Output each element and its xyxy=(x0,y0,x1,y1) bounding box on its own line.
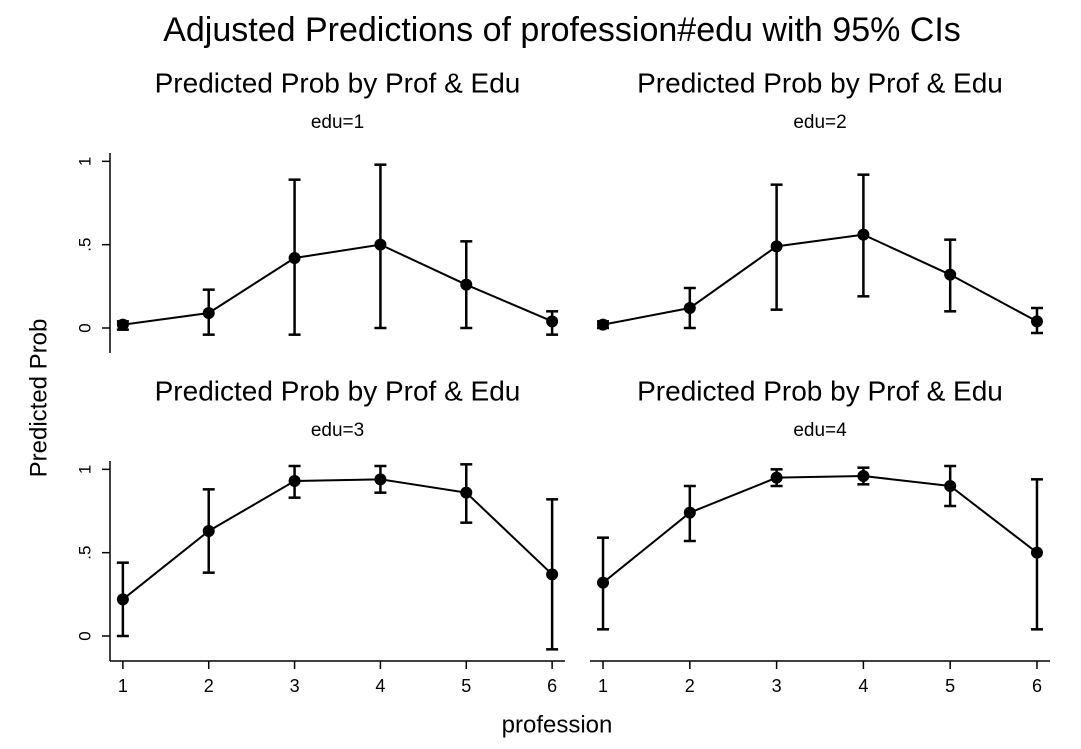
y-axis-label: Predicted Prob xyxy=(25,319,52,478)
x-axis-label: profession xyxy=(502,711,613,738)
marker xyxy=(546,315,559,328)
panel-title: Predicted Prob by Prof & Edu xyxy=(637,67,1003,98)
marker xyxy=(202,307,215,319)
panel-title: Predicted Prob by Prof & Edu xyxy=(155,67,521,98)
x-tick-label: 3 xyxy=(290,676,300,696)
x-tick-label: 6 xyxy=(1032,676,1042,696)
marker xyxy=(770,471,783,484)
marker xyxy=(683,302,696,314)
x-tick-label: 4 xyxy=(858,676,868,696)
marker xyxy=(116,593,129,606)
marker xyxy=(202,525,215,537)
marker xyxy=(857,470,870,482)
x-tick-label: 2 xyxy=(204,676,214,696)
line xyxy=(602,474,1038,584)
marker xyxy=(597,576,610,589)
marker xyxy=(460,278,473,291)
panel-title: Predicted Prob by Prof & Edu xyxy=(155,375,521,406)
y-tick-label: 1 xyxy=(75,157,94,166)
panel-subtitle: edu=1 xyxy=(311,112,364,133)
y-tick-label: 1 xyxy=(75,465,94,474)
marker xyxy=(857,228,870,241)
marker xyxy=(546,568,559,581)
panel-subtitle: edu=4 xyxy=(793,420,847,441)
marker xyxy=(374,473,387,486)
marker xyxy=(116,318,129,331)
marker xyxy=(374,238,387,251)
marker xyxy=(597,318,610,331)
x-tick-label: 3 xyxy=(772,676,782,696)
marker xyxy=(288,475,301,487)
x-tick-label: 6 xyxy=(547,676,557,696)
marker xyxy=(1030,546,1043,559)
marker xyxy=(944,480,957,492)
y-tick-label: .5 xyxy=(75,546,94,560)
panel-subtitle: edu=3 xyxy=(311,420,364,441)
marker xyxy=(1030,315,1043,328)
marker xyxy=(288,252,301,264)
line xyxy=(122,243,553,326)
line xyxy=(602,233,1038,326)
line xyxy=(122,478,553,601)
chart-title: Adjusted Predictions of profession#edu w… xyxy=(163,11,961,49)
marker xyxy=(770,240,783,253)
x-tick-label: 4 xyxy=(375,676,385,696)
marker xyxy=(944,268,957,281)
x-tick-label: 2 xyxy=(685,676,695,696)
panel-title: Predicted Prob by Prof & Edu xyxy=(637,375,1003,406)
y-tick-label: .5 xyxy=(75,238,94,252)
x-tick-label: 5 xyxy=(945,676,955,696)
marker xyxy=(460,486,473,499)
y-tick-label: 0 xyxy=(75,323,94,332)
x-tick-label: 1 xyxy=(598,676,608,696)
y-tick-label: 0 xyxy=(75,631,94,640)
x-tick-label: 1 xyxy=(118,676,128,696)
x-tick-label: 5 xyxy=(461,676,471,696)
panel-subtitle: edu=2 xyxy=(793,112,846,133)
marker xyxy=(683,506,696,519)
